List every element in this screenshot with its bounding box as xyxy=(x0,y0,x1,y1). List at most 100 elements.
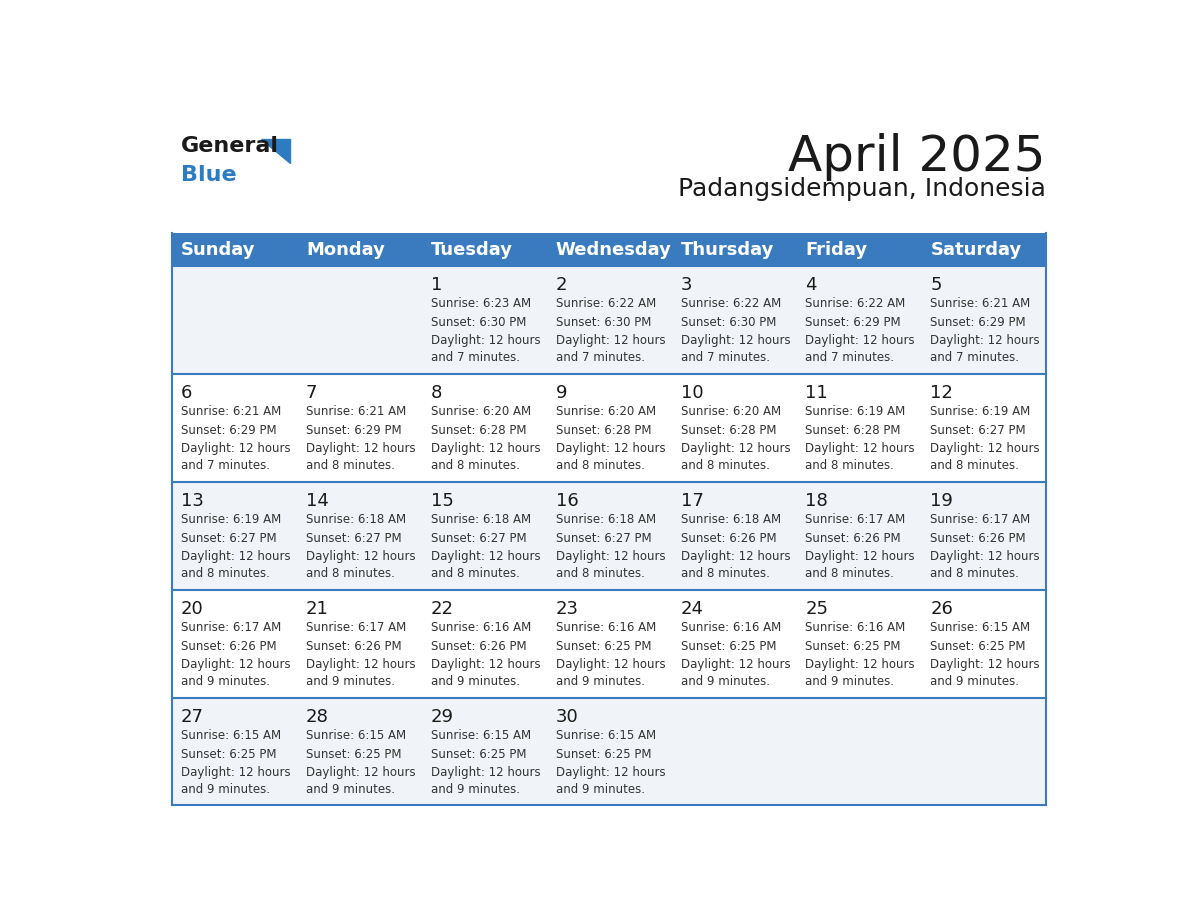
Text: and 7 minutes.: and 7 minutes. xyxy=(556,352,645,364)
Text: and 9 minutes.: and 9 minutes. xyxy=(431,783,520,796)
Bar xyxy=(172,698,1045,805)
Text: 21: 21 xyxy=(307,599,329,618)
Text: Saturday: Saturday xyxy=(930,241,1022,259)
Text: Sunrise: 6:19 AM: Sunrise: 6:19 AM xyxy=(805,405,905,419)
Text: Sunset: 6:27 PM: Sunset: 6:27 PM xyxy=(307,532,402,544)
Text: Sunrise: 6:18 AM: Sunrise: 6:18 AM xyxy=(556,513,656,526)
Text: Sunset: 6:25 PM: Sunset: 6:25 PM xyxy=(930,640,1026,653)
Text: Daylight: 12 hours: Daylight: 12 hours xyxy=(681,334,790,347)
Text: Sunset: 6:27 PM: Sunset: 6:27 PM xyxy=(930,424,1026,437)
Text: and 9 minutes.: and 9 minutes. xyxy=(181,783,270,796)
Text: Sunset: 6:26 PM: Sunset: 6:26 PM xyxy=(181,640,277,653)
Text: Daylight: 12 hours: Daylight: 12 hours xyxy=(556,334,665,347)
Text: Wednesday: Wednesday xyxy=(556,241,671,259)
Bar xyxy=(172,233,1045,265)
Text: Sunrise: 6:18 AM: Sunrise: 6:18 AM xyxy=(307,513,406,526)
Text: Sunset: 6:26 PM: Sunset: 6:26 PM xyxy=(681,532,776,544)
Text: Daylight: 12 hours: Daylight: 12 hours xyxy=(556,766,665,779)
Text: 1: 1 xyxy=(431,275,442,294)
Text: Sunrise: 6:19 AM: Sunrise: 6:19 AM xyxy=(181,513,282,526)
Text: and 9 minutes.: and 9 minutes. xyxy=(681,675,770,688)
Text: Friday: Friday xyxy=(805,241,867,259)
Text: Daylight: 12 hours: Daylight: 12 hours xyxy=(681,442,790,455)
Text: 11: 11 xyxy=(805,384,828,402)
Text: Daylight: 12 hours: Daylight: 12 hours xyxy=(431,550,541,563)
Text: Monday: Monday xyxy=(307,241,385,259)
Text: Sunset: 6:28 PM: Sunset: 6:28 PM xyxy=(556,424,651,437)
Text: and 8 minutes.: and 8 minutes. xyxy=(181,567,270,580)
Text: Daylight: 12 hours: Daylight: 12 hours xyxy=(805,442,915,455)
Text: and 8 minutes.: and 8 minutes. xyxy=(307,459,394,472)
Text: 23: 23 xyxy=(556,599,579,618)
Text: 19: 19 xyxy=(930,492,953,509)
Text: and 7 minutes.: and 7 minutes. xyxy=(805,352,895,364)
Text: Sunrise: 6:15 AM: Sunrise: 6:15 AM xyxy=(307,729,406,742)
Text: Sunset: 6:29 PM: Sunset: 6:29 PM xyxy=(307,424,402,437)
Text: and 8 minutes.: and 8 minutes. xyxy=(431,459,519,472)
Text: Sunrise: 6:20 AM: Sunrise: 6:20 AM xyxy=(556,405,656,419)
Text: and 9 minutes.: and 9 minutes. xyxy=(307,783,394,796)
Text: Daylight: 12 hours: Daylight: 12 hours xyxy=(681,550,790,563)
Text: 30: 30 xyxy=(556,708,579,725)
Text: Sunset: 6:27 PM: Sunset: 6:27 PM xyxy=(431,532,526,544)
Text: 28: 28 xyxy=(307,708,329,725)
Text: Sunrise: 6:15 AM: Sunrise: 6:15 AM xyxy=(431,729,531,742)
Text: 8: 8 xyxy=(431,384,442,402)
Text: April 2025: April 2025 xyxy=(789,133,1045,181)
Text: and 8 minutes.: and 8 minutes. xyxy=(307,567,394,580)
Text: Tuesday: Tuesday xyxy=(431,241,513,259)
Text: Sunday: Sunday xyxy=(181,241,255,259)
Text: 15: 15 xyxy=(431,492,454,509)
Text: Sunrise: 6:21 AM: Sunrise: 6:21 AM xyxy=(930,297,1031,310)
Text: Sunset: 6:26 PM: Sunset: 6:26 PM xyxy=(930,532,1026,544)
Text: Sunrise: 6:20 AM: Sunrise: 6:20 AM xyxy=(431,405,531,419)
Text: and 8 minutes.: and 8 minutes. xyxy=(681,567,770,580)
Text: Blue: Blue xyxy=(181,165,236,185)
Text: and 8 minutes.: and 8 minutes. xyxy=(930,459,1019,472)
Text: Sunrise: 6:15 AM: Sunrise: 6:15 AM xyxy=(930,621,1030,634)
Text: Sunset: 6:30 PM: Sunset: 6:30 PM xyxy=(681,316,776,329)
Text: 2: 2 xyxy=(556,275,567,294)
Text: and 9 minutes.: and 9 minutes. xyxy=(556,783,645,796)
Text: Sunset: 6:30 PM: Sunset: 6:30 PM xyxy=(431,316,526,329)
Text: 7: 7 xyxy=(307,384,317,402)
Text: Daylight: 12 hours: Daylight: 12 hours xyxy=(556,550,665,563)
Text: Sunset: 6:29 PM: Sunset: 6:29 PM xyxy=(805,316,902,329)
Text: 10: 10 xyxy=(681,384,703,402)
Text: 5: 5 xyxy=(930,275,942,294)
Text: Sunrise: 6:15 AM: Sunrise: 6:15 AM xyxy=(556,729,656,742)
Text: 26: 26 xyxy=(930,599,953,618)
Text: and 8 minutes.: and 8 minutes. xyxy=(431,567,519,580)
Text: Daylight: 12 hours: Daylight: 12 hours xyxy=(681,658,790,671)
Text: and 8 minutes.: and 8 minutes. xyxy=(556,459,645,472)
Text: Sunrise: 6:17 AM: Sunrise: 6:17 AM xyxy=(930,513,1031,526)
Text: Sunrise: 6:22 AM: Sunrise: 6:22 AM xyxy=(805,297,905,310)
Text: Thursday: Thursday xyxy=(681,241,773,259)
Text: Sunset: 6:25 PM: Sunset: 6:25 PM xyxy=(556,640,651,653)
Text: Sunrise: 6:22 AM: Sunrise: 6:22 AM xyxy=(681,297,781,310)
Text: Sunset: 6:27 PM: Sunset: 6:27 PM xyxy=(181,532,277,544)
Text: Sunrise: 6:21 AM: Sunrise: 6:21 AM xyxy=(307,405,406,419)
Text: 4: 4 xyxy=(805,275,817,294)
Text: Sunset: 6:29 PM: Sunset: 6:29 PM xyxy=(930,316,1026,329)
Text: Sunset: 6:25 PM: Sunset: 6:25 PM xyxy=(431,747,526,761)
Text: 13: 13 xyxy=(181,492,204,509)
Text: Sunset: 6:27 PM: Sunset: 6:27 PM xyxy=(556,532,651,544)
Text: Sunset: 6:25 PM: Sunset: 6:25 PM xyxy=(681,640,776,653)
Text: Sunset: 6:25 PM: Sunset: 6:25 PM xyxy=(556,747,651,761)
Text: 6: 6 xyxy=(181,384,192,402)
Text: Daylight: 12 hours: Daylight: 12 hours xyxy=(431,334,541,347)
Text: Sunset: 6:26 PM: Sunset: 6:26 PM xyxy=(805,532,902,544)
Text: Sunset: 6:26 PM: Sunset: 6:26 PM xyxy=(431,640,526,653)
Text: 14: 14 xyxy=(307,492,329,509)
Text: Sunrise: 6:20 AM: Sunrise: 6:20 AM xyxy=(681,405,781,419)
Text: Daylight: 12 hours: Daylight: 12 hours xyxy=(556,442,665,455)
Text: General: General xyxy=(181,136,279,155)
Text: 24: 24 xyxy=(681,599,703,618)
Bar xyxy=(172,482,1045,589)
Text: Sunset: 6:30 PM: Sunset: 6:30 PM xyxy=(556,316,651,329)
Text: Sunset: 6:25 PM: Sunset: 6:25 PM xyxy=(181,747,277,761)
Text: 17: 17 xyxy=(681,492,703,509)
Text: and 7 minutes.: and 7 minutes. xyxy=(681,352,770,364)
Text: and 9 minutes.: and 9 minutes. xyxy=(181,675,270,688)
